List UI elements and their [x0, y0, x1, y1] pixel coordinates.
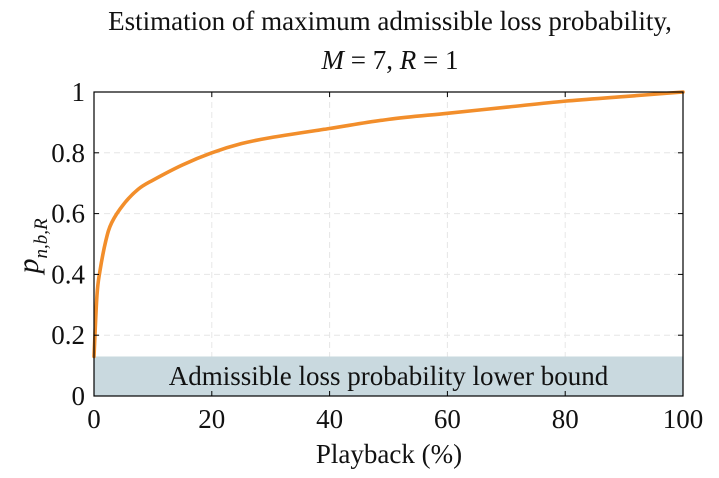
x-tick-label: 40 [316, 404, 343, 434]
title-m-variable: M [321, 45, 346, 75]
x-tick-label: 100 [663, 404, 704, 434]
x-tick-label: 0 [87, 404, 101, 434]
x-axis-label: Playback (%) [316, 439, 462, 469]
title-r-variable: R [399, 45, 417, 75]
x-tick-label: 20 [198, 404, 225, 434]
lower-bound-band-label: Admissible loss probability lower bound [169, 361, 609, 391]
y-tick-label: 0 [72, 381, 86, 411]
series-line-0 [92, 90, 685, 359]
series-layer [92, 90, 685, 359]
y-axis-label-base: p [12, 259, 45, 276]
title-r-value: = 1 [416, 45, 458, 75]
y-tick-label: 0.4 [51, 259, 85, 289]
plot-frame [93, 91, 684, 397]
chart-title-line1: Estimation of maximum admissible loss pr… [108, 6, 672, 36]
grid-lines [94, 92, 683, 396]
y-tick-label: 0.8 [51, 138, 85, 168]
y-tick-label: 0.2 [51, 320, 85, 350]
axis-ticks: 0 20 40 60 80 100 0 0.2 0.4 0.6 0.8 1 [51, 77, 703, 434]
title-m-value: = 7, [344, 45, 400, 75]
x-tick-label: 60 [434, 404, 461, 434]
lower-bound-band-rect [94, 356, 683, 396]
y-tick-label: 0.6 [51, 199, 85, 229]
x-tick-label: 80 [552, 404, 579, 434]
chart-title-line2: M = 7, R = 1 [321, 45, 459, 75]
y-axis-label: pn,b,R [12, 218, 52, 276]
lower-bound-band: Admissible loss probability lower bound [94, 356, 683, 396]
y-tick-label: 1 [72, 77, 86, 107]
y-axis-label-subscript: n,b,R [31, 218, 52, 259]
